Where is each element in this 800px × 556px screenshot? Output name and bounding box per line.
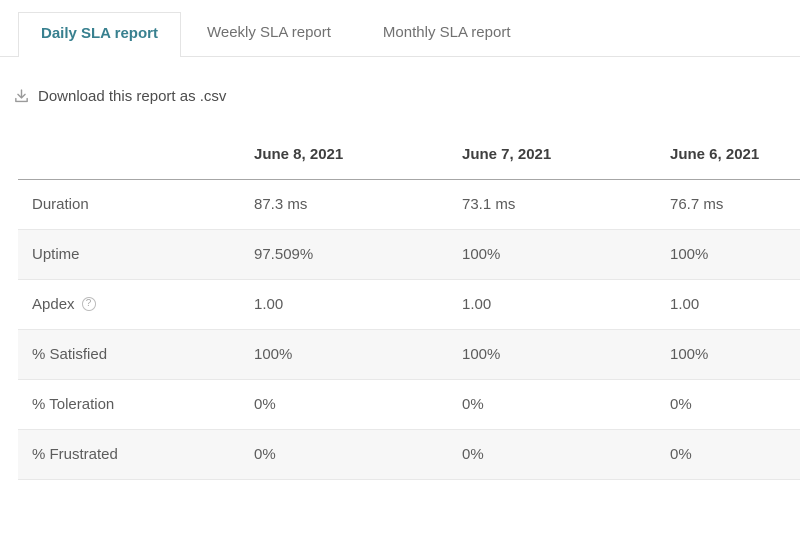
row-label-satisfied: % Satisfied [18, 329, 240, 380]
download-csv-label: Download this report as .csv [38, 88, 227, 105]
row-label-duration: Duration [18, 179, 240, 230]
cell-satisfied-1: 100% [240, 329, 448, 380]
date-column-header-3: June 6, 2021 [656, 130, 800, 180]
date-column-header-1: June 8, 2021 [240, 130, 448, 180]
row-label-frustrated: % Frustrated [18, 429, 240, 480]
cell-satisfied-3: 100% [656, 329, 800, 380]
cell-frustrated-2: 0% [448, 429, 656, 480]
row-label-toleration: % Toleration [18, 379, 240, 430]
cell-uptime-1: 97.509% [240, 229, 448, 280]
table-row-toleration: % Toleration 0% 0% 0% [18, 379, 800, 430]
cell-frustrated-1: 0% [240, 429, 448, 480]
cell-uptime-2: 100% [448, 229, 656, 280]
help-icon[interactable]: ? [81, 297, 96, 311]
cell-frustrated-3: 0% [656, 429, 800, 480]
cell-duration-3: 76.7 ms [656, 179, 800, 230]
table-row-duration: Duration 87.3 ms 73.1 ms 76.7 ms [18, 179, 800, 230]
cell-toleration-1: 0% [240, 379, 448, 430]
tab-monthly-sla-report[interactable]: Monthly SLA report [382, 24, 511, 41]
sla-report-table: June 8, 2021 June 7, 2021 June 6, 2021 D… [18, 130, 800, 480]
cell-uptime-3: 100% [656, 229, 800, 280]
row-label-uptime: Uptime [18, 229, 240, 280]
cell-toleration-2: 0% [448, 379, 656, 430]
download-icon [15, 89, 28, 103]
apdex-label: Apdex [32, 296, 75, 313]
row-label-apdex: Apdex? [18, 279, 240, 330]
cell-duration-2: 73.1 ms [448, 179, 656, 230]
table-row-apdex: Apdex? 1.00 1.00 1.00 [18, 279, 800, 330]
tab-bar: Daily SLA report Weekly SLA report Month… [0, 12, 800, 57]
table-row-frustrated: % Frustrated 0% 0% 0% [18, 429, 800, 480]
table-row-satisfied: % Satisfied 100% 100% 100% [18, 329, 800, 380]
cell-duration-1: 87.3 ms [240, 179, 448, 230]
cell-satisfied-2: 100% [448, 329, 656, 380]
metric-column-header [18, 130, 240, 180]
tab-daily-sla-report[interactable]: Daily SLA report [18, 12, 181, 57]
cell-apdex-1: 1.00 [240, 279, 448, 330]
cell-apdex-2: 1.00 [448, 279, 656, 330]
cell-apdex-3: 1.00 [656, 279, 800, 330]
tab-weekly-sla-report[interactable]: Weekly SLA report [206, 24, 331, 41]
table-row-uptime: Uptime 97.509% 100% 100% [18, 229, 800, 280]
download-csv-link[interactable]: Download this report as .csv [13, 88, 226, 105]
date-column-header-2: June 7, 2021 [448, 130, 656, 180]
cell-toleration-3: 0% [656, 379, 800, 430]
table-header-row: June 8, 2021 June 7, 2021 June 6, 2021 [18, 130, 800, 180]
